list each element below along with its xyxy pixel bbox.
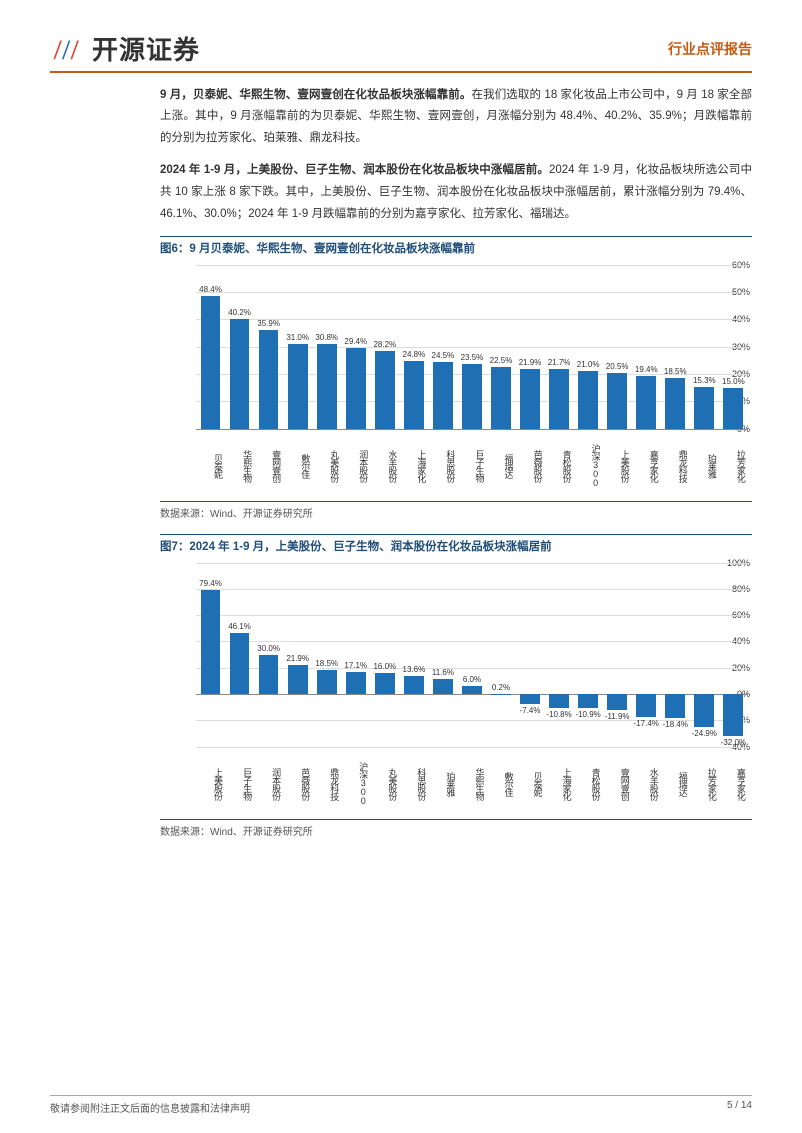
logo-text: 开源证券 [92,30,200,67]
para1-bold: 9 月，贝泰妮、华熙生物、壹网壹创在化妆品板块涨幅靠前。 [160,89,471,101]
logo-icon [50,32,84,66]
chart7: -40%-20%0%20%40%60%80%100%79.4%46.1%30.0… [160,557,752,817]
para2-bold: 2024 年 1-9 月，上美股份、巨子生物、润本股份在化妆品板块中涨幅居前。 [160,164,549,176]
footer-right: 5 / 14 [727,1100,752,1115]
paragraph-1: 9 月，贝泰妮、华熙生物、壹网壹创在化妆品板块涨幅靠前。在我们选取的 18 家化… [160,85,752,151]
chart7-wrap: -40%-20%0%20%40%60%80%100%79.4%46.1%30.0… [160,557,752,817]
chart6-wrap: 0%10%20%30%40%50%60%48.4%40.2%35.9%31.0%… [160,259,752,499]
figure6-source: 数据来源：Wind、开源证券研究所 [160,501,752,520]
header-rule [50,71,752,73]
logo: 开源证券 [50,30,200,67]
footer-left: 敬请参阅附注正文后面的信息披露和法律声明 [50,1100,250,1115]
figure7-source: 数据来源：Wind、开源证券研究所 [160,819,752,838]
figure6-title: 图6：9 月贝泰妮、华熙生物、壹网壹创在化妆品板块涨幅靠前 [160,236,752,259]
paragraph-2: 2024 年 1-9 月，上美股份、巨子生物、润本股份在化妆品板块中涨幅居前。2… [160,160,752,226]
doc-type: 行业点评报告 [668,39,752,59]
page-header: 开源证券 行业点评报告 [50,30,752,67]
figure7-title: 图7：2024 年 1-9 月，上美股份、巨子生物、润本股份在化妆品板块涨幅居前 [160,534,752,557]
page-footer: 敬请参阅附注正文后面的信息披露和法律声明 5 / 14 [50,1095,752,1115]
chart6: 0%10%20%30%40%50%60%48.4%40.2%35.9%31.0%… [160,259,752,499]
